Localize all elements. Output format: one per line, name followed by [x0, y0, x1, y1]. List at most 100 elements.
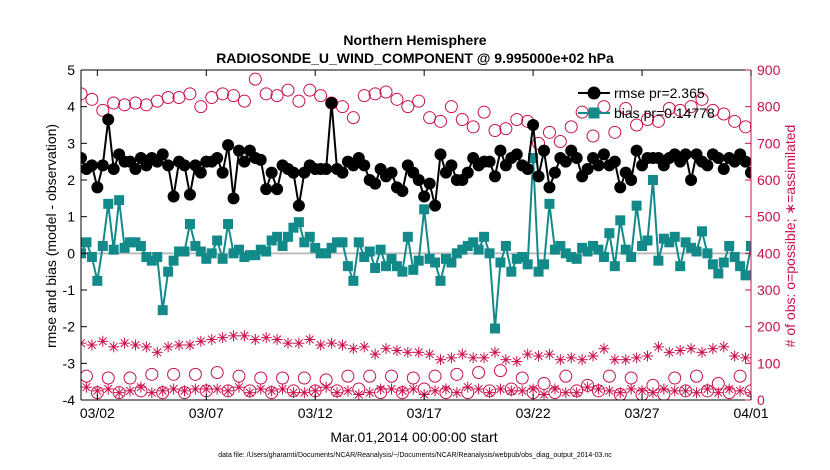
assimilated-count-point [211, 383, 223, 395]
rmse-point [483, 155, 496, 168]
rmse-point [292, 199, 305, 212]
bias-point [615, 215, 626, 226]
y-axis-label: rmse and bias (model - observation) [43, 124, 59, 348]
assimilated-count-point [707, 343, 719, 355]
assimilated-count-point [385, 383, 397, 395]
possible-count-point [357, 89, 371, 103]
bias-point [686, 242, 697, 253]
assimilated-count-point [249, 334, 261, 345]
assimilated-count-point [424, 348, 436, 360]
possible-count-point [112, 386, 126, 400]
x-axis-label: Mar.01,2014 00:00:00 start [330, 429, 497, 445]
rmse-point [254, 153, 267, 166]
assimilated-count-point [413, 346, 425, 358]
left-tick-label: 5 [67, 62, 75, 78]
assimilated-count-point [282, 337, 294, 349]
bias-point [255, 244, 266, 255]
bias-point [539, 259, 550, 270]
assimilated-count-point [582, 381, 594, 393]
x-tick-label: 03/12 [298, 405, 333, 421]
assimilated-count-point [244, 387, 256, 399]
possible-count-point [641, 113, 654, 126]
assimilated-count-point [287, 387, 299, 399]
assimilated-count-point [462, 381, 474, 393]
possible-count-point [455, 113, 469, 126]
bias-point [195, 246, 206, 257]
rmse-point [369, 177, 382, 190]
possible-count-point [281, 83, 295, 97]
bias-point [212, 235, 223, 246]
possible-count-point [363, 369, 377, 383]
possible-count-point [477, 105, 491, 119]
bias-point [724, 241, 735, 251]
bias-point [691, 246, 702, 257]
bias-point [658, 233, 669, 244]
assimilated-count-point [320, 381, 332, 393]
bias-point [277, 241, 288, 251]
assimilated-count-point [631, 352, 643, 364]
rmse-point [320, 163, 333, 175]
assimilated-count-point [620, 354, 632, 366]
bias-point [293, 217, 304, 228]
possible-count-point [248, 72, 262, 86]
assimilated-count-point [647, 387, 659, 399]
assimilated-count-point [609, 354, 621, 366]
assimilated-count-point [277, 383, 289, 395]
rmse-point [538, 144, 551, 157]
possible-count-point [85, 92, 99, 106]
possible-count-point [384, 369, 398, 383]
bias-point [97, 241, 108, 251]
possible-count-point [662, 102, 676, 115]
left-tick-label: 1 [67, 209, 75, 225]
possible-count-point [237, 94, 251, 108]
assimilated-count-point [396, 385, 408, 397]
rmse-point [227, 192, 240, 205]
bias-point [533, 266, 544, 277]
rmse-point [418, 190, 431, 203]
assimilated-count-point [168, 383, 180, 395]
left-tick-label: -1 [63, 282, 76, 298]
chart-title-line1: Northern Hemisphere [343, 32, 486, 48]
assimilated-count-point [440, 383, 452, 395]
left-tick-label: 2 [67, 172, 75, 188]
right-tick-label: 0 [757, 392, 765, 408]
bias-point [702, 248, 713, 259]
bias-point [190, 241, 201, 251]
left-tick-label: -3 [63, 355, 76, 371]
bias-point [419, 204, 430, 215]
assimilated-count-point [331, 387, 343, 399]
bias-point [642, 235, 653, 246]
bias-point [555, 241, 566, 251]
possible-count-point [379, 85, 393, 99]
assimilated-count-point [740, 352, 751, 364]
assimilated-count-point [293, 337, 305, 349]
rmse-point [679, 148, 692, 161]
bias-point [631, 200, 642, 211]
assimilated-count-point [701, 383, 713, 395]
assimilated-count-point [315, 339, 327, 351]
bias-point [489, 323, 500, 334]
possible-count-point [450, 367, 464, 381]
bias-point [609, 261, 620, 272]
rmse-point [625, 174, 638, 186]
bias-point [92, 275, 103, 286]
rmse-point [445, 159, 458, 172]
bias-point [223, 219, 234, 229]
assimilated-count-point [108, 341, 120, 353]
possible-count-point [216, 87, 230, 101]
possible-count-point [515, 371, 529, 385]
legend-bias-label: bias pr=0.14778 [614, 105, 715, 121]
bias-point [217, 253, 228, 264]
possible-count-point [259, 87, 273, 101]
bias-point [626, 252, 637, 262]
assimilated-count-point [565, 352, 577, 364]
bias-point [184, 219, 195, 229]
bias-point [718, 257, 729, 268]
rmse-point [85, 159, 98, 172]
assimilated-count-point [380, 343, 392, 355]
rmse-point [222, 139, 235, 152]
rmse-point [336, 166, 349, 179]
bias-point [244, 250, 255, 261]
possible-count-point [401, 100, 415, 114]
assimilated-count-point [129, 339, 141, 351]
